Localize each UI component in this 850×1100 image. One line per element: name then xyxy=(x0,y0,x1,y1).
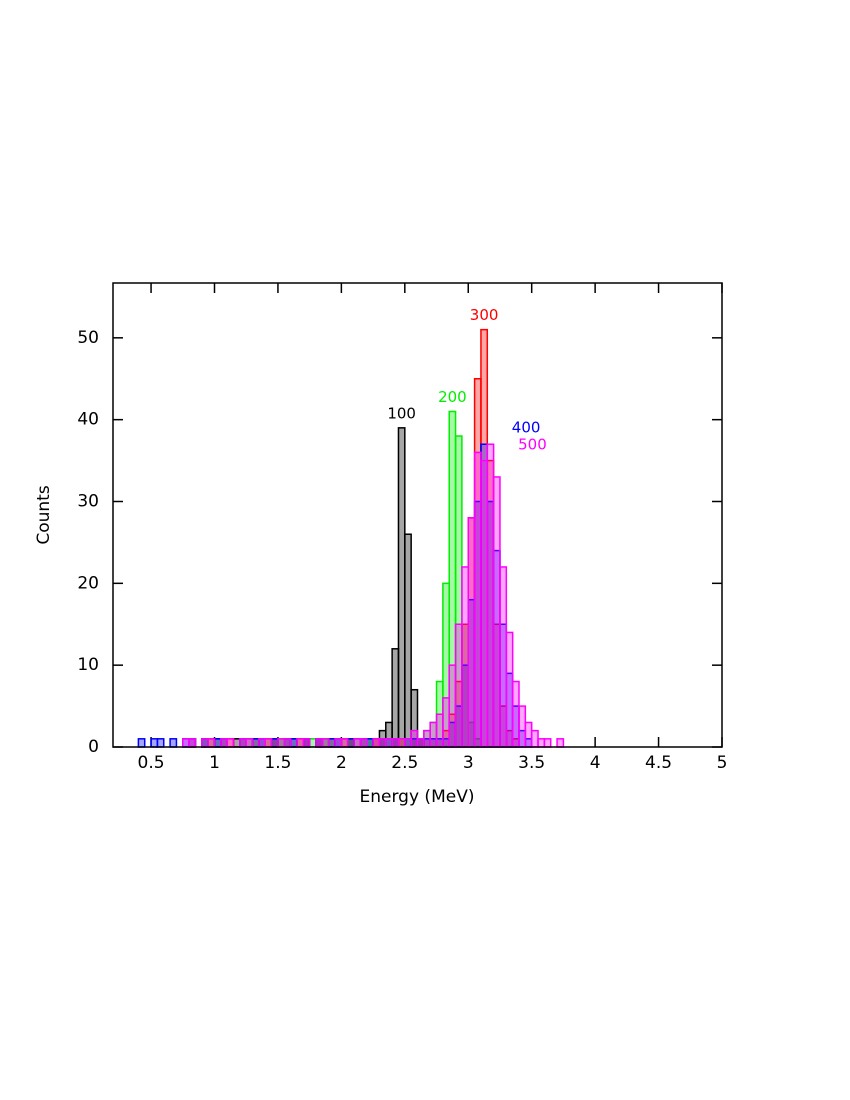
histogram-bar xyxy=(397,738,406,748)
histogram-bar xyxy=(530,729,539,748)
histogram-bar xyxy=(220,738,228,748)
series-label: 100 xyxy=(387,404,416,422)
histogram-bar xyxy=(397,427,406,748)
histogram-bar xyxy=(296,738,305,748)
histogram-bar xyxy=(264,738,273,748)
histogram-bar xyxy=(366,738,374,748)
y-tick-label: 30 xyxy=(77,491,99,511)
x-tick-label: 1 xyxy=(209,753,220,773)
histogram-bar xyxy=(416,738,425,748)
histogram-bar xyxy=(543,738,552,748)
histogram-bar xyxy=(277,738,286,748)
histogram-bar xyxy=(429,721,438,748)
histogram-bar xyxy=(435,713,444,748)
histogram-bar xyxy=(245,738,254,748)
histogram-bar xyxy=(410,729,419,748)
histogram-bar xyxy=(442,697,450,748)
histogram-bar xyxy=(169,738,178,748)
histogram-bar xyxy=(423,729,431,748)
series-label: 500 xyxy=(518,436,547,454)
histogram-bar xyxy=(537,738,546,748)
y-tick-label: 40 xyxy=(77,410,99,430)
histogram-bar xyxy=(182,738,190,748)
histogram-bar xyxy=(239,738,247,748)
y-tick-label: 10 xyxy=(77,655,99,675)
histogram-bar xyxy=(378,738,387,748)
histogram-bar xyxy=(556,738,565,748)
histogram-bar xyxy=(302,738,311,748)
x-tick-label: 1.5 xyxy=(264,753,291,773)
histogram-bar xyxy=(524,721,533,748)
histogram-bar xyxy=(391,648,400,748)
histogram-bar xyxy=(404,533,412,748)
histogram-bar xyxy=(346,738,355,748)
histogram-bar xyxy=(327,738,336,748)
histogram-bar xyxy=(372,738,381,748)
x-tick-label: 3 xyxy=(463,753,474,773)
histogram-bar xyxy=(505,631,514,748)
histogram-bar xyxy=(385,738,393,748)
x-tick-label: 5 xyxy=(717,753,728,773)
x-tick-label: 0.5 xyxy=(138,753,165,773)
y-tick-label: 50 xyxy=(77,328,99,348)
histogram-bar xyxy=(321,738,330,748)
histogram-bar xyxy=(251,738,260,748)
histogram-bar xyxy=(207,738,216,748)
histogram-bar xyxy=(232,738,241,748)
histogram-bar xyxy=(308,738,317,748)
histogram-bar xyxy=(518,705,527,748)
histogram-bar xyxy=(454,623,463,748)
histogram-bar xyxy=(486,443,495,748)
histogram-bar xyxy=(473,451,482,748)
histogram-bar xyxy=(150,738,159,748)
histogram-bar xyxy=(359,738,368,748)
histogram-bar xyxy=(201,738,209,748)
histogram-bar xyxy=(258,738,266,748)
histogram-bar xyxy=(492,476,501,748)
histogram-bar xyxy=(226,738,235,748)
histogram-bar xyxy=(353,738,362,748)
x-tick-label: 3.5 xyxy=(518,753,545,773)
series-label: 400 xyxy=(512,419,541,437)
histogram-bar xyxy=(270,738,279,748)
histogram-bar xyxy=(213,738,222,748)
series-label: 200 xyxy=(438,388,467,406)
histogram-bar xyxy=(315,738,324,748)
y-tick-label: 0 xyxy=(88,737,99,757)
histogram-bar xyxy=(334,738,343,748)
histogram-bar xyxy=(289,738,298,748)
x-tick-label: 2.5 xyxy=(391,753,418,773)
histogram-bar xyxy=(448,664,457,748)
histogram-bar xyxy=(137,738,146,748)
histogram-bar xyxy=(461,566,469,748)
x-tick-label: 2 xyxy=(336,753,347,773)
histogram-bar xyxy=(283,738,292,748)
histogram-bar xyxy=(404,738,412,748)
histogram-bar xyxy=(188,738,197,748)
y-axis-label: Counts xyxy=(34,485,54,544)
plot-frame xyxy=(112,282,723,748)
histogram-bar xyxy=(499,566,508,748)
histogram-bar xyxy=(156,738,165,748)
x-axis-label: Energy (MeV) xyxy=(360,787,475,807)
y-tick-label: 20 xyxy=(77,573,99,593)
x-tick-label: 4 xyxy=(590,753,601,773)
histogram-bar xyxy=(340,738,349,748)
series-label: 300 xyxy=(470,306,499,324)
histogram-bar xyxy=(480,459,489,748)
histogram-bar xyxy=(391,738,400,748)
histogram-bar xyxy=(511,680,520,748)
histogram-bar xyxy=(467,517,476,748)
x-tick-label: 4.5 xyxy=(645,753,672,773)
